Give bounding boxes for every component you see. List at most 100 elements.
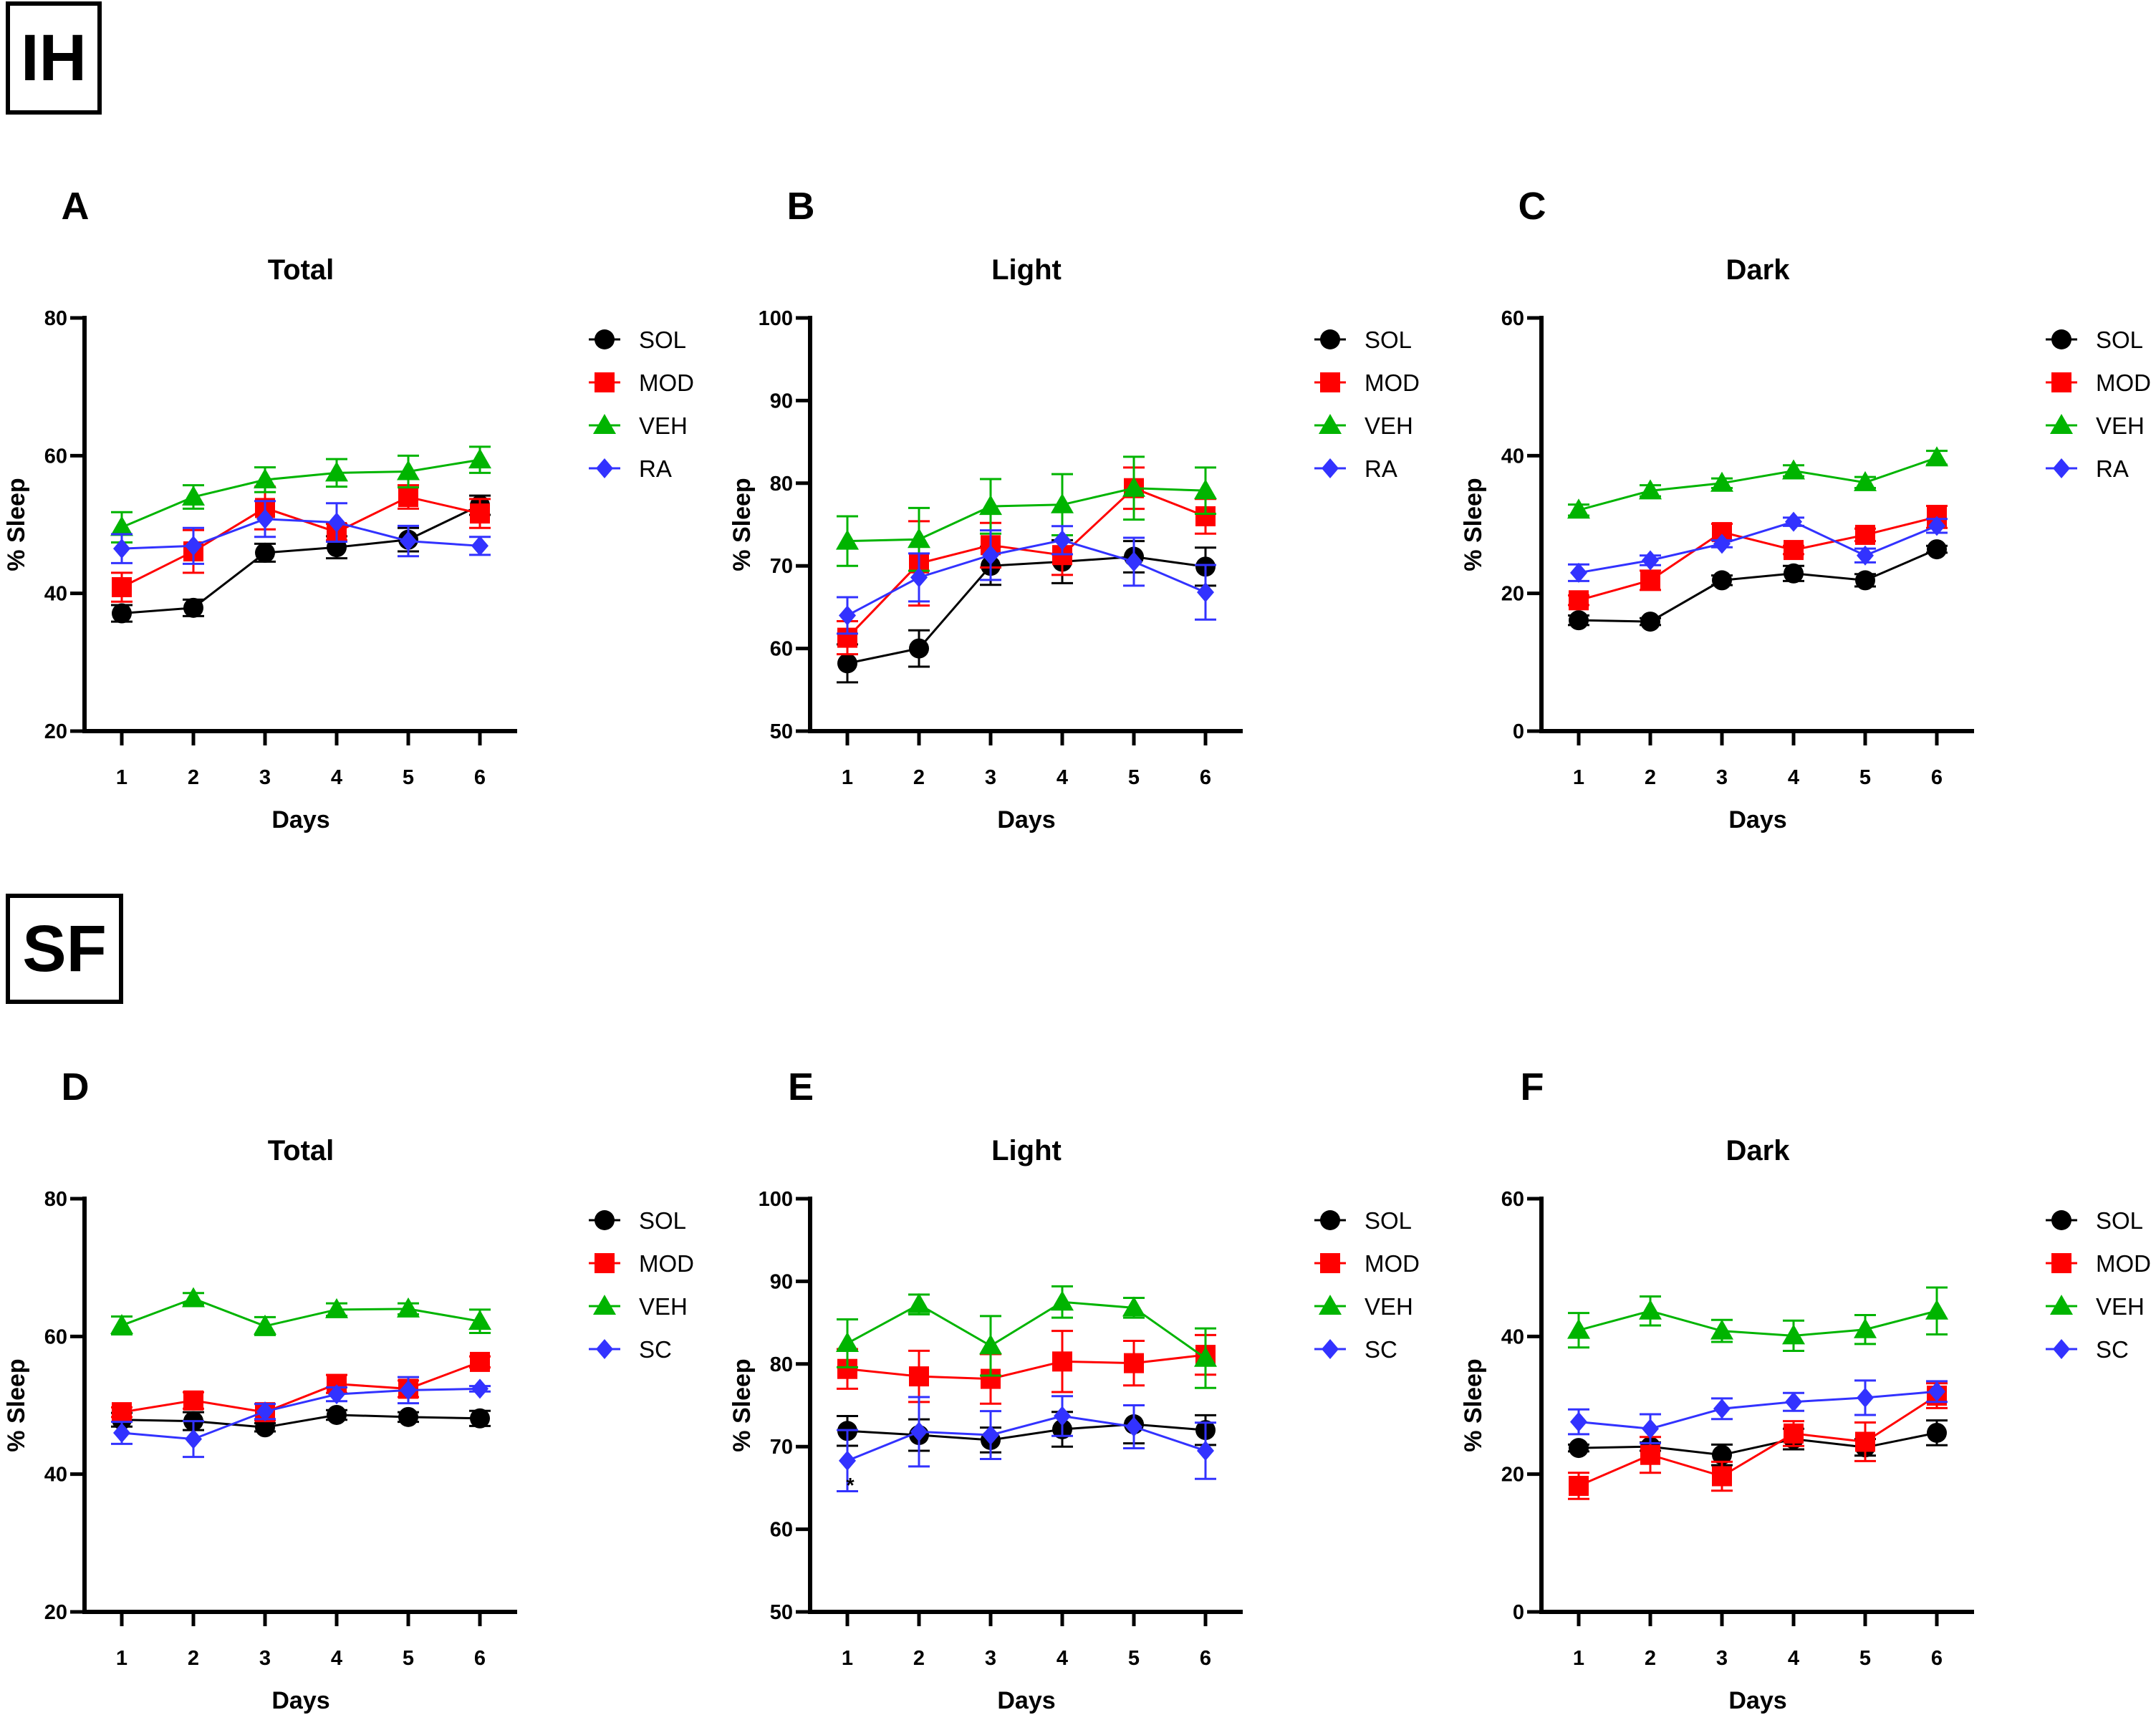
x-axis-label: Days: [1728, 1687, 1786, 1714]
legend-label: RA: [2096, 455, 2129, 482]
series-line: [1578, 521, 1938, 574]
legend-label: VEH: [2096, 412, 2145, 439]
data-point: [836, 1331, 859, 1352]
data-point: [182, 485, 205, 506]
panel-d: D Total 20 40 60 80 1 2 3 4 5 6 Days % Sleep SOL MOD VEH…: [3, 1066, 694, 1714]
data-point: [1854, 1318, 1877, 1338]
data-point: [1855, 524, 1875, 545]
x-tick-label: 4: [1788, 766, 1799, 789]
chart-title: Total: [268, 254, 335, 286]
data-point: [400, 1380, 417, 1401]
data-point: [113, 1422, 130, 1443]
legend-label: SC: [639, 1336, 672, 1363]
legend-marker: [596, 1339, 613, 1359]
series-line: [1578, 516, 1938, 602]
data-point: [255, 1417, 275, 1438]
data-point: [839, 605, 856, 626]
y-tick-label: 20: [44, 720, 67, 743]
y-tick-label: 40: [1501, 445, 1524, 468]
series-line: [1578, 1310, 1938, 1337]
y-axis-label: % Sleep: [728, 478, 756, 571]
data-point: [113, 538, 130, 559]
data-point: [112, 603, 132, 624]
legend-marker: [2051, 1210, 2071, 1230]
data-point: [1122, 476, 1145, 497]
x-tick-label: 6: [474, 1647, 486, 1670]
x-tick-label: 2: [913, 766, 925, 789]
panel-letter: E: [788, 1066, 814, 1108]
data-point: [837, 653, 857, 674]
x-tick-label: 5: [1128, 766, 1140, 789]
section-label-ih: IH: [6, 1, 102, 115]
series-ra: [837, 525, 1216, 635]
data-point: [1785, 1391, 1802, 1412]
legend-marker: [2051, 1253, 2071, 1273]
legend-marker: [1320, 372, 1340, 392]
series-mod: [111, 1351, 491, 1423]
legend-marker: [596, 458, 613, 478]
data-point: [1712, 1444, 1732, 1465]
series-line: [847, 1414, 1206, 1462]
data-point: [1569, 1438, 1589, 1459]
data-point: [1642, 550, 1659, 571]
series-veh: [110, 1287, 491, 1336]
data-point: [839, 1450, 856, 1471]
x-tick-label: 2: [1645, 1647, 1656, 1670]
data-point: [1194, 1346, 1217, 1367]
data-point: [1197, 1440, 1214, 1461]
data-point: [1054, 1406, 1071, 1426]
data-point: [256, 1401, 274, 1422]
series-line: [847, 538, 1206, 617]
legend-label: MOD: [2096, 1250, 2151, 1277]
legend-label: SOL: [2096, 1207, 2143, 1234]
y-tick-label: 0: [1513, 1601, 1524, 1624]
data-point: [1639, 479, 1662, 500]
legend-marker: [2050, 1295, 2073, 1315]
series-sol: [111, 494, 491, 624]
legend-marker: [2053, 458, 2070, 478]
y-tick-label: 60: [1501, 1188, 1524, 1211]
x-tick-label: 5: [1859, 766, 1871, 789]
x-tick-label: 5: [403, 1647, 414, 1670]
panel-a: A Total 20 40 60 80 1 2 3 4 5 6 Days % Sleep SOL MOD VEH…: [3, 185, 694, 834]
legend-label: MOD: [1365, 369, 1420, 396]
data-point: [397, 460, 420, 480]
x-tick-label: 1: [842, 766, 853, 789]
data-point: [1782, 459, 1805, 480]
legend-label: SOL: [1365, 327, 1412, 353]
data-point: [1857, 545, 1874, 566]
data-point: [327, 1404, 347, 1425]
panel-f: F Dark 0 20 40 60 1 2 3 4 5 6 Days % Sleep SOL MOD VEH SC: [1460, 1066, 2151, 1714]
panel-letter: D: [62, 1066, 90, 1108]
y-tick-label: 80: [44, 307, 67, 330]
series-line: [121, 1414, 481, 1429]
series-mod: [1568, 505, 1948, 611]
x-tick-label: 2: [1645, 766, 1656, 789]
y-tick-label: 100: [759, 307, 793, 330]
series-line: [121, 1361, 481, 1414]
series-line: [121, 458, 481, 528]
x-axis-label: Days: [271, 1687, 329, 1714]
legend-marker: [2051, 329, 2071, 349]
x-axis-label: Days: [1728, 806, 1786, 834]
data-point: [1570, 1411, 1587, 1432]
legend-label: MOD: [639, 1250, 694, 1277]
data-point: [1639, 1299, 1662, 1320]
series-line: [847, 555, 1206, 665]
legend-marker: [1322, 458, 1339, 478]
series-line: [847, 487, 1206, 543]
x-tick-label: 3: [259, 766, 271, 789]
data-point: [470, 1408, 490, 1429]
legend-marker: [1320, 1210, 1340, 1230]
data-point: [1928, 1381, 1945, 1402]
y-tick-label: 90: [770, 390, 793, 412]
legend-label: VEH: [639, 412, 688, 439]
data-point: [1713, 533, 1731, 554]
x-tick-label: 3: [1716, 1647, 1728, 1670]
data-point: [1928, 516, 1945, 536]
data-point: [328, 1384, 345, 1405]
chart-title: Total: [268, 1135, 335, 1166]
series-sc: [837, 1395, 1216, 1493]
y-tick-label: 50: [770, 1601, 793, 1624]
legend-label: SOL: [2096, 327, 2143, 353]
